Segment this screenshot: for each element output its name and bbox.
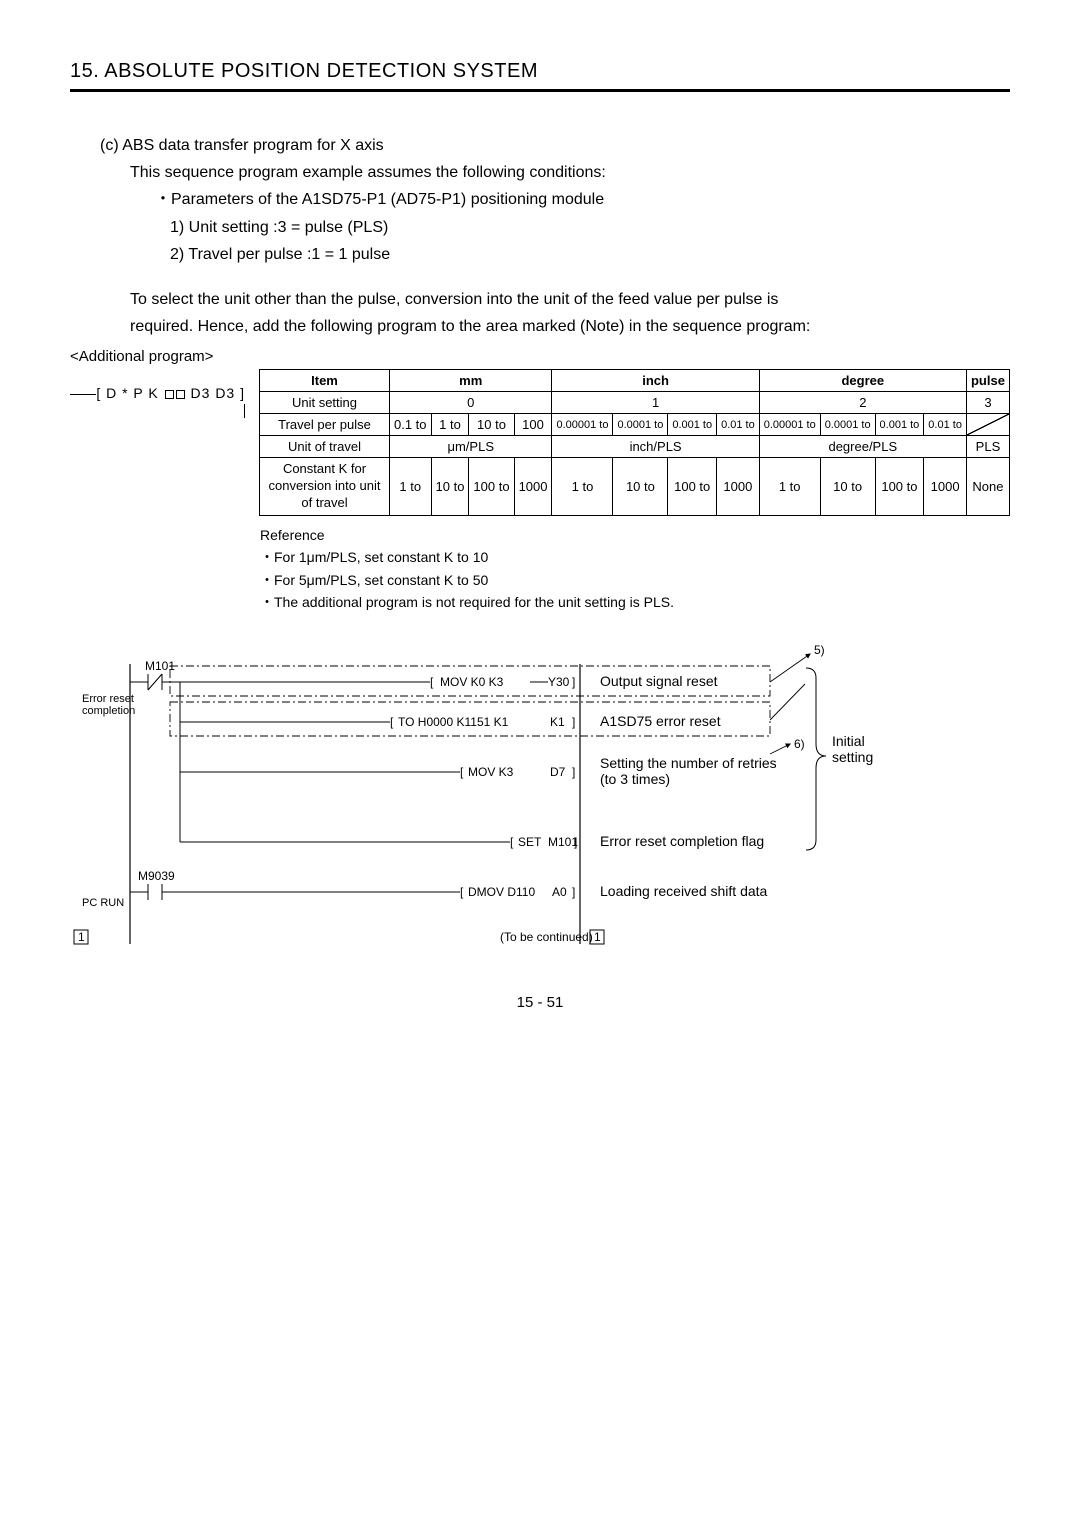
svg-text:[: [ — [460, 885, 464, 899]
rung5-desc: Loading received shift data — [600, 883, 768, 899]
rung3-coil: D7 — [550, 765, 566, 779]
cell: 10 to — [469, 414, 514, 436]
row-unit-setting-label: Unit setting — [260, 392, 390, 414]
rung5-coil: A0 — [552, 885, 567, 899]
intro-para2: required. Hence, add the following progr… — [130, 313, 1010, 340]
th-degree: degree — [759, 370, 966, 392]
th-pulse: pulse — [966, 370, 1009, 392]
rung2-desc: A1SD75 error reset — [600, 713, 721, 729]
callout-5: 5) — [814, 644, 825, 657]
page-header: 15. ABSOLUTE POSITION DETECTION SYSTEM — [70, 60, 1010, 92]
cell: 0.00001 to — [552, 414, 613, 436]
intro-para1: To select the unit other than the pulse,… — [130, 286, 1010, 313]
cell: PLS — [966, 436, 1009, 458]
intro-bullet: ・Parameters of the A1SD75-P1 (AD75-P1) p… — [155, 186, 1010, 213]
rung3-instr: MOV K3 — [468, 765, 514, 779]
cell: 2 — [759, 392, 966, 414]
rung1-instr: MOV K0 K3 — [440, 675, 504, 689]
cell: 1 to — [759, 458, 820, 516]
cell: 0 — [390, 392, 552, 414]
page-number: 15 - 51 — [70, 994, 1010, 1011]
th-mm: mm — [390, 370, 552, 392]
rung5-instr: DMOV D110 — [468, 885, 535, 899]
intro-line1: This sequence program example assumes th… — [130, 159, 1010, 186]
cell: 1000 — [514, 458, 552, 516]
cell: 10 to — [431, 458, 469, 516]
callout-6: 6) — [794, 737, 805, 751]
cell: 1 to — [390, 458, 432, 516]
cell: 0.001 to — [875, 414, 924, 436]
rung3-desc-1: Setting the number of retries — [600, 755, 777, 771]
cell: 3 — [966, 392, 1009, 414]
cell: 1000 — [924, 458, 967, 516]
m9039-label: M9039 — [138, 869, 175, 883]
svg-text:1: 1 — [78, 930, 85, 944]
cell: inch/PLS — [552, 436, 759, 458]
rung1-desc: Output signal reset — [600, 673, 718, 689]
reference-block: Reference For 1μm/PLS, set constant K to… — [260, 524, 1010, 614]
rung1-coil: Y30 — [548, 675, 570, 689]
rung4-desc: Error reset completion flag — [600, 833, 764, 849]
initial-label-1: Initial — [832, 733, 865, 749]
m101-label: M101 — [145, 659, 175, 673]
svg-text:[: [ — [510, 835, 514, 849]
reference-title: Reference — [260, 524, 1010, 546]
cell: degree/PLS — [759, 436, 966, 458]
tbc-label: (To be continued) — [500, 930, 593, 944]
unit-table: Item mm inch degree pulse Unit setting 0… — [259, 369, 1010, 516]
additional-program-label: <Additional program> — [70, 348, 1010, 365]
ladder-diagram: 5) M101 [ MOV K0 K3 Y30 ] Output signal … — [70, 644, 1010, 954]
rung2-instr: TO H0000 K1151 K1 — [398, 715, 509, 729]
svg-text:]: ] — [572, 885, 575, 899]
svg-text:[: [ — [460, 765, 464, 779]
intro-cond1: 1) Unit setting :3 = pulse (PLS) — [170, 214, 1010, 241]
row-travel-label: Travel per pulse — [260, 414, 390, 436]
reference-l1: For 1μm/PLS, set constant K to 10 — [260, 546, 1010, 568]
intro-cond2: 2) Travel per pulse :1 = 1 pulse — [170, 241, 1010, 268]
ladder-snippet: [ D * P K D3 D3 ] — [70, 369, 245, 417]
error-reset-label-1: Error reset — [82, 693, 134, 705]
cell: 100 to — [668, 458, 717, 516]
th-inch: inch — [552, 370, 759, 392]
cell: 0.01 to — [717, 414, 760, 436]
cell: 0.01 to — [924, 414, 967, 436]
cell: 10 to — [820, 458, 875, 516]
cell: 1000 — [717, 458, 760, 516]
cell: 0.00001 to — [759, 414, 820, 436]
cell: 0.0001 to — [820, 414, 875, 436]
row-constant-k-label: Constant K for conversion into unit of t… — [260, 458, 390, 516]
section-c-title: (c) ABS data transfer program for X axis — [100, 132, 1010, 159]
svg-text:1: 1 — [594, 930, 601, 944]
cell: 0.0001 to — [613, 414, 668, 436]
cell-diag — [966, 414, 1009, 436]
error-reset-label-2: completion — [82, 705, 135, 717]
cell: 1 to — [431, 414, 469, 436]
cell: μm/PLS — [390, 436, 552, 458]
cell: 0.001 to — [668, 414, 717, 436]
svg-text:]: ] — [572, 675, 575, 689]
svg-text:]: ] — [572, 715, 575, 729]
cell: 1 to — [552, 458, 613, 516]
cell: 100 to — [469, 458, 514, 516]
rung4-instr: SET — [518, 835, 542, 849]
svg-text:]: ] — [574, 835, 577, 849]
row-unit-travel-label: Unit of travel — [260, 436, 390, 458]
rung3-desc-2: (to 3 times) — [600, 771, 670, 787]
svg-text:]: ] — [572, 765, 575, 779]
svg-text:[: [ — [390, 715, 394, 729]
rung2-coil: K1 — [550, 715, 565, 729]
reference-l2: For 5μm/PLS, set constant K to 50 — [260, 569, 1010, 591]
cell: 0.1 to — [390, 414, 432, 436]
svg-text:[: [ — [430, 675, 434, 689]
th-item: Item — [260, 370, 390, 392]
initial-label-2: setting — [832, 749, 873, 765]
unit-table-wrap: Item mm inch degree pulse Unit setting 0… — [259, 369, 1010, 516]
cell: 1 — [552, 392, 759, 414]
cell: 100 — [514, 414, 552, 436]
cell: None — [966, 458, 1009, 516]
cell: 10 to — [613, 458, 668, 516]
pc-run-label: PC RUN — [82, 897, 124, 909]
reference-l3: The additional program is not required f… — [260, 591, 1010, 613]
cell: 100 to — [875, 458, 924, 516]
